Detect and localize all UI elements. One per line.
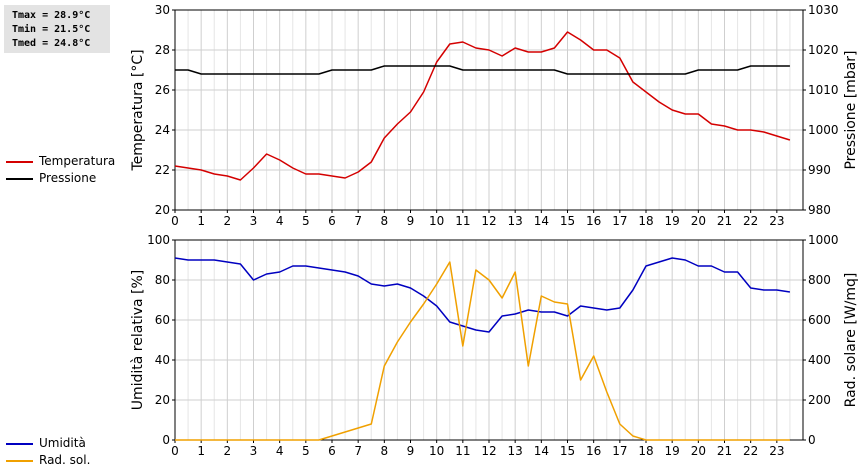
stat-tmed: Tmed = 24.8°C xyxy=(12,38,91,49)
x-tick-label: 10 xyxy=(429,214,444,228)
x-tick-label: 23 xyxy=(769,214,784,228)
legend-swatch-pressione xyxy=(6,178,33,180)
x-tick-label: 12 xyxy=(481,214,496,228)
x-tick-label: 6 xyxy=(328,444,336,458)
y2-tick-label: 400 xyxy=(808,353,831,367)
x-tick-label: 15 xyxy=(560,214,575,228)
y-tick-label: 28 xyxy=(155,43,170,57)
y2-tick-label: 1000 xyxy=(808,123,839,137)
y-tick-label: 0 xyxy=(162,433,170,447)
x-tick-label: 0 xyxy=(171,214,179,228)
legend-swatch-temperatura xyxy=(6,161,33,163)
x-tick-label: 7 xyxy=(354,214,362,228)
x-tick-label: 16 xyxy=(586,214,601,228)
legend-label-umidita: Umidità xyxy=(39,436,86,450)
x-tick-label: 22 xyxy=(743,214,758,228)
y2-tick-label: 0 xyxy=(808,433,816,447)
x-tick-label: 13 xyxy=(508,214,523,228)
x-tick-label: 3 xyxy=(250,444,258,458)
series-line-temperatura xyxy=(174,31,791,181)
y-tick-label: 30 xyxy=(155,3,170,17)
y2-tick-label: 1010 xyxy=(808,83,839,97)
x-tick-label: 11 xyxy=(455,444,470,458)
x-tick-label: 5 xyxy=(302,444,310,458)
y2-axis-title: Pressione [mbar] xyxy=(843,50,859,169)
x-tick-label: 0 xyxy=(171,444,179,458)
y-tick-label: 100 xyxy=(147,233,170,247)
y-tick-label: 26 xyxy=(155,83,170,97)
x-tick-label: 2 xyxy=(224,214,232,228)
y2-axis-title: Rad. solare [W/mq] xyxy=(843,273,859,408)
chart-2: 0 1 2 3 4 5 6 7 8 9 10 11 12 13 14 15 16 17 18 19 20 21 22 2302… xyxy=(130,233,859,458)
y-tick-label: 40 xyxy=(155,353,170,367)
x-tick-label: 21 xyxy=(717,214,732,228)
y-tick-label: 60 xyxy=(155,313,170,327)
x-tick-label: 12 xyxy=(481,444,496,458)
x-tick-label: 9 xyxy=(407,214,415,228)
x-tick-label: 6 xyxy=(328,214,336,228)
y2-tick-label: 1030 xyxy=(808,3,839,17)
y2-tick-label: 200 xyxy=(808,393,831,407)
x-tick-label: 13 xyxy=(508,444,523,458)
y-tick-label: 22 xyxy=(155,163,170,177)
y2-tick-label: 990 xyxy=(808,163,831,177)
x-tick-label: 7 xyxy=(354,444,362,458)
x-tick-label: 21 xyxy=(717,444,732,458)
y-tick-label: 80 xyxy=(155,273,170,287)
x-tick-label: 15 xyxy=(560,444,575,458)
x-tick-label: 4 xyxy=(276,214,284,228)
x-tick-label: 4 xyxy=(276,444,284,458)
x-tick-label: 17 xyxy=(612,444,627,458)
x-tick-label: 10 xyxy=(429,444,444,458)
x-tick-label: 22 xyxy=(743,444,758,458)
x-tick-label: 11 xyxy=(455,214,470,228)
x-tick-label: 23 xyxy=(769,444,784,458)
y-axis-title: Umidità relativa [%] xyxy=(130,270,146,411)
x-tick-label: 20 xyxy=(691,214,706,228)
x-tick-label: 1 xyxy=(197,214,205,228)
y2-tick-label: 1020 xyxy=(808,43,839,57)
chart-1: 0 1 2 3 4 5 6 7 8 9 10 11 12 13 14 15 16 17 18 19 20 21 22 2320… xyxy=(130,3,859,228)
x-tick-label: 14 xyxy=(534,444,549,458)
x-tick-label: 8 xyxy=(381,444,389,458)
x-tick-label: 9 xyxy=(407,444,415,458)
series-line-rad-sol xyxy=(175,261,790,441)
y2-tick-label: 800 xyxy=(808,273,831,287)
x-tick-label: 16 xyxy=(586,444,601,458)
x-tick-label: 20 xyxy=(691,444,706,458)
x-tick-label: 17 xyxy=(612,214,627,228)
y-axis-title: Temperatura [°C] xyxy=(130,49,146,171)
legend-label-pressione: Pressione xyxy=(39,171,97,185)
y2-tick-label: 600 xyxy=(808,313,831,327)
x-tick-label: 18 xyxy=(638,214,653,228)
y2-tick-label: 980 xyxy=(808,203,831,217)
x-tick-label: 5 xyxy=(302,214,310,228)
y-tick-label: 20 xyxy=(155,203,170,217)
y2-tick-label: 1000 xyxy=(808,233,839,247)
stat-tmax: Tmax = 28.9°C xyxy=(12,10,91,21)
series-line-pressione xyxy=(175,65,790,75)
stats-box: Tmax = 28.9°C Tmin = 21.5°C Tmed = 24.8°… xyxy=(4,5,110,53)
x-tick-label: 14 xyxy=(534,214,549,228)
x-tick-label: 19 xyxy=(665,214,680,228)
legend-swatch-rad-sol xyxy=(6,460,33,462)
legend-label-temperatura: Temperatura xyxy=(39,154,116,168)
y-tick-label: 24 xyxy=(155,123,170,137)
y-tick-label: 20 xyxy=(155,393,170,407)
x-tick-label: 18 xyxy=(638,444,653,458)
x-tick-label: 2 xyxy=(224,444,232,458)
legend-swatch-umidita xyxy=(6,443,33,445)
x-tick-label: 3 xyxy=(250,214,258,228)
x-tick-label: 8 xyxy=(381,214,389,228)
series-line-umidit xyxy=(174,257,791,333)
x-tick-label: 1 xyxy=(197,444,205,458)
stat-tmin: Tmin = 21.5°C xyxy=(12,24,91,35)
x-tick-label: 19 xyxy=(665,444,680,458)
